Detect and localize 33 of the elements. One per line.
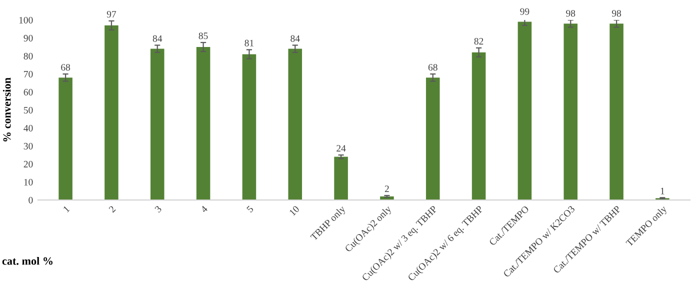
data-label: 68: [428, 64, 438, 71]
data-label: 85: [198, 32, 208, 40]
data-label: 1: [660, 188, 664, 194]
y-tick-label: 10: [24, 178, 33, 186]
y-axis-title: % conversion: [2, 78, 11, 142]
y-tick-label: 100: [19, 16, 33, 24]
x-tick-label: 1: [62, 206, 70, 212]
x-tick-label: 3: [154, 205, 162, 213]
y-tick-label: 0: [28, 196, 33, 204]
data-label: 82: [474, 38, 484, 45]
y-tick-label: 20: [24, 160, 33, 168]
x-tick-label: 10: [289, 205, 300, 216]
x-tick-label: 4: [200, 205, 208, 213]
y-tick-label: 30: [24, 142, 33, 150]
y-tick-label: 60: [24, 88, 33, 96]
x-tick-label: 5: [246, 205, 254, 213]
data-label: 24: [336, 145, 346, 152]
y-tick-label: 90: [24, 34, 33, 42]
data-label: 81: [244, 40, 254, 46]
data-label: 84: [152, 35, 162, 42]
data-label: 98: [566, 10, 576, 17]
y-tick-label: 40: [24, 124, 33, 132]
data-label: 97: [106, 11, 116, 18]
data-label: 98: [612, 10, 622, 17]
x-tick-label: 2: [108, 205, 116, 213]
y-tick-label: 80: [24, 52, 33, 60]
data-label: 99: [520, 8, 530, 15]
y-tick-label: 50: [24, 106, 33, 114]
x-axis-title: cat. mol %: [2, 256, 52, 265]
data-label: 84: [290, 35, 300, 42]
data-label: 68: [61, 64, 70, 71]
data-label: 2: [384, 186, 389, 192]
y-tick-label: 70: [24, 70, 33, 78]
